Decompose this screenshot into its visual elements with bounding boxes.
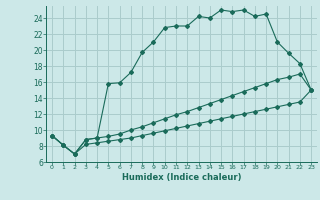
- X-axis label: Humidex (Indice chaleur): Humidex (Indice chaleur): [122, 173, 241, 182]
